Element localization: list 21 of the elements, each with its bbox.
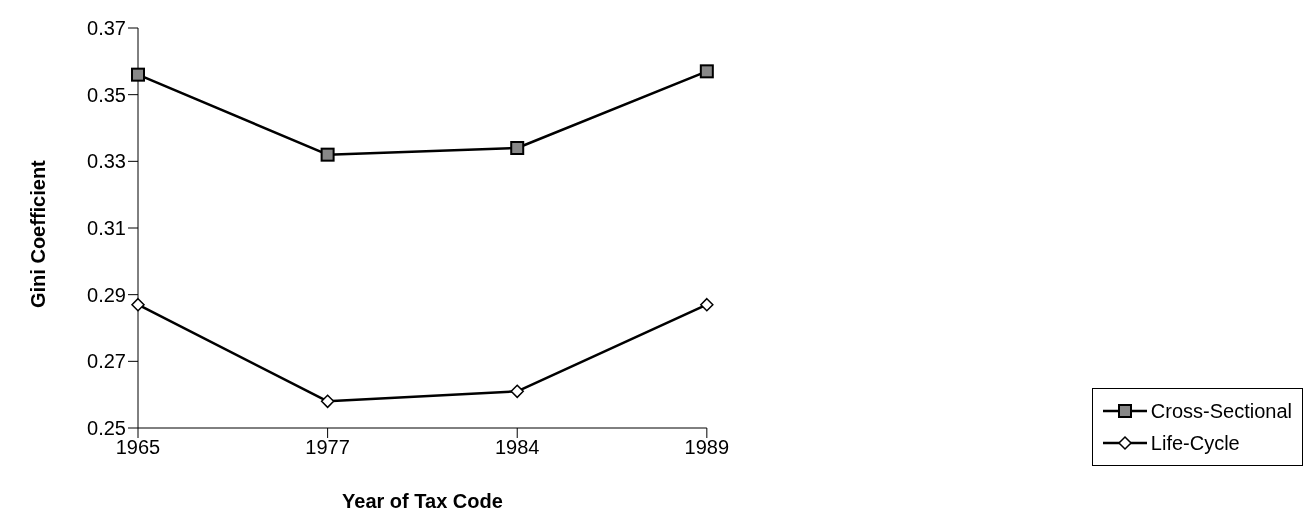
point bbox=[700, 297, 714, 312]
legend-label: Cross-Sectional bbox=[1150, 399, 1292, 423]
point bbox=[131, 67, 145, 82]
point bbox=[510, 141, 525, 155]
x-tick-label: 1984 bbox=[494, 436, 540, 459]
x-axis-title: Year of Tax Code bbox=[342, 490, 503, 512]
legend-label: Life-Cycle bbox=[1150, 431, 1240, 455]
point bbox=[699, 64, 714, 79]
point bbox=[131, 297, 145, 312]
y-tick-label: 0.29 bbox=[87, 283, 126, 306]
point bbox=[320, 147, 335, 162]
y-tick-label: 0.31 bbox=[87, 217, 126, 240]
y-tick-label: 0.37 bbox=[87, 17, 126, 40]
point bbox=[320, 394, 335, 409]
y-axis-title: Gini Coefficient bbox=[27, 159, 50, 308]
y-tick-label: 0.35 bbox=[87, 83, 126, 106]
point bbox=[510, 384, 524, 399]
x-tick-label: 1989 bbox=[684, 436, 730, 459]
x-tick-label: 1977 bbox=[305, 436, 350, 459]
y-tick-label: 0.27 bbox=[87, 350, 126, 373]
y-tick-label: 0.33 bbox=[87, 150, 126, 173]
